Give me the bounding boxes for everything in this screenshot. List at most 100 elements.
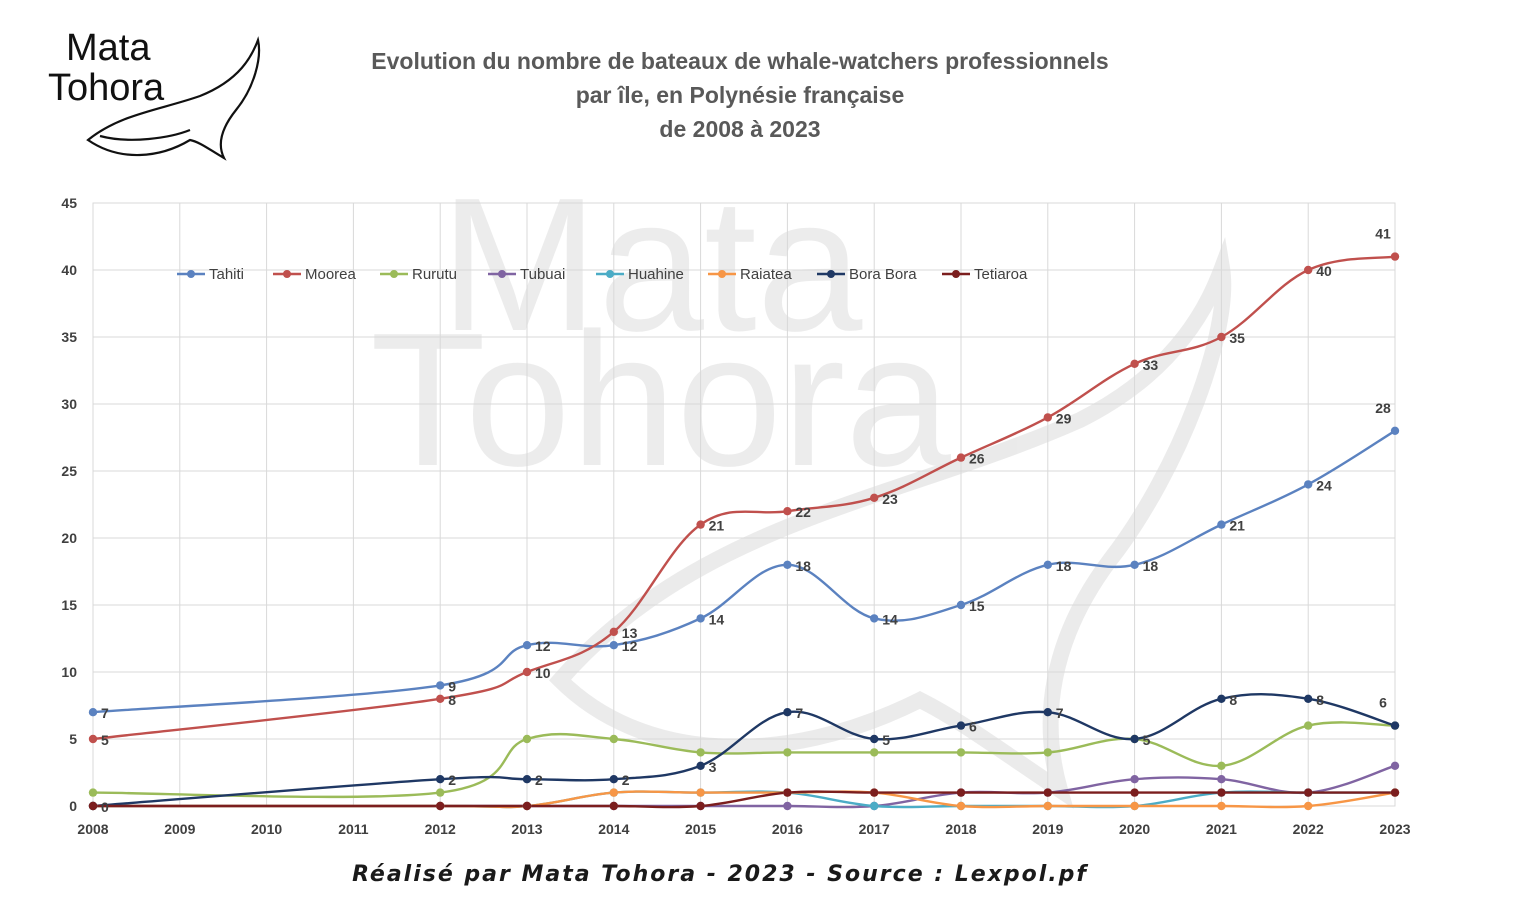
x-tick-label: 2022	[1293, 821, 1324, 837]
data-label-bora-bora: 3	[709, 759, 717, 775]
data-label-bora-bora: 6	[1379, 695, 1387, 711]
point-raiatea	[696, 788, 705, 797]
legend-marker-rurutu	[390, 270, 398, 278]
point-moorea	[956, 453, 966, 462]
logo-text-line2: Tohora	[48, 67, 165, 109]
point-tahiti	[1043, 560, 1053, 569]
point-bora-bora	[870, 734, 879, 744]
data-label-moorea: 13	[622, 625, 638, 641]
point-tubuai	[1130, 775, 1139, 784]
watermark-whale-tail-icon	[549, 236, 1232, 809]
watermark: Mata Tohora	[370, 159, 1232, 809]
data-label-moorea: 35	[1229, 330, 1245, 346]
point-tetiaroa	[956, 788, 966, 797]
legend-marker-bora-bora	[827, 270, 835, 278]
data-label-tahiti: 15	[969, 598, 985, 614]
x-tick-label: 2013	[511, 821, 542, 837]
point-rurutu	[609, 734, 618, 744]
point-moorea	[609, 627, 618, 636]
point-bora-bora	[956, 721, 966, 730]
point-rurutu	[1217, 761, 1226, 770]
title-line-1: Evolution du nombre de bateaux de whale-…	[371, 48, 1109, 74]
point-tetiaroa	[1130, 788, 1139, 797]
point-tetiaroa	[783, 788, 792, 797]
y-tick-label: 25	[61, 463, 77, 479]
point-raiatea	[1130, 801, 1139, 811]
y-tick-label: 20	[61, 530, 77, 546]
series-line-moorea	[92, 255, 1396, 741]
x-tick-label: 2012	[425, 821, 456, 837]
point-tahiti	[783, 560, 792, 569]
point-tahiti	[1217, 520, 1226, 529]
legend-label-rurutu: Rurutu	[412, 266, 457, 283]
data-label-bora-bora: 5	[1143, 732, 1151, 748]
data-label-bora-bora: 7	[795, 705, 803, 721]
x-tick-label: 2014	[598, 821, 629, 837]
point-moorea	[88, 734, 98, 744]
data-label-bora-bora: 2	[622, 772, 630, 788]
point-moorea	[522, 667, 532, 677]
data-label-moorea: 33	[1143, 357, 1159, 373]
point-moorea	[870, 493, 879, 502]
logo-text-line1: Mata	[66, 27, 151, 69]
data-label-bora-bora: 8	[1316, 692, 1324, 708]
legend-marker-tubuai	[498, 270, 506, 278]
legend-label-tubuai: Tubuai	[520, 266, 565, 283]
y-tick-label: 15	[61, 597, 77, 613]
data-label-moorea: 41	[1375, 226, 1391, 242]
legend: Tahiti Moorea Rurutu Tubuai Huahine Raiatea Bo…	[177, 266, 1028, 283]
legend-label-bora-bora: Bora Bora	[849, 266, 917, 283]
data-label-moorea: 21	[709, 518, 725, 534]
point-raiatea	[1217, 801, 1226, 811]
x-tick-label: 2011	[338, 821, 369, 837]
point-tahiti	[436, 681, 445, 690]
point-bora-bora	[522, 775, 532, 784]
point-rurutu	[870, 748, 879, 757]
y-tick-label: 5	[69, 731, 77, 747]
data-label-bora-bora: 2	[535, 772, 543, 788]
data-label-tahiti: 18	[795, 558, 811, 574]
point-tetiaroa	[88, 801, 98, 811]
point-tahiti	[609, 641, 618, 650]
data-label-tahiti: 14	[882, 611, 898, 627]
point-moorea	[1217, 332, 1226, 342]
point-tahiti	[1390, 426, 1400, 435]
point-raiatea	[1304, 801, 1313, 811]
point-bora-bora	[1217, 694, 1226, 703]
legend-label-huahine: Huahine	[628, 266, 684, 283]
point-tetiaroa	[1390, 788, 1400, 797]
legend-label-raiatea: Raiatea	[740, 266, 792, 283]
x-tick-label: 2019	[1032, 821, 1063, 837]
point-rurutu	[88, 788, 98, 797]
data-label-tahiti: 18	[1056, 558, 1072, 574]
legend-marker-tetiaroa	[952, 270, 960, 278]
point-moorea	[783, 507, 792, 516]
point-tahiti	[956, 600, 966, 610]
x-tick-label: 2023	[1379, 821, 1410, 837]
point-bora-bora	[609, 775, 618, 784]
mata-tohora-logo: Mata Tohora	[48, 27, 261, 161]
data-label-bora-bora: 5	[882, 732, 890, 748]
point-bora-bora	[696, 761, 705, 770]
legend-marker-huahine	[606, 270, 614, 278]
point-tahiti	[1304, 480, 1313, 489]
point-rurutu	[956, 748, 966, 757]
series-line-bora-bora	[92, 693, 1396, 808]
point-raiatea	[609, 788, 618, 797]
legend-marker-tahiti	[187, 270, 195, 278]
x-tick-label: 2016	[772, 821, 803, 837]
point-tahiti	[870, 614, 879, 623]
data-label-tahiti: 12	[535, 638, 551, 654]
point-rurutu	[783, 748, 792, 757]
series-points	[88, 252, 1400, 811]
credit-line: Réalisé par Mata Tohora - 2023 - Source …	[352, 862, 1088, 887]
data-label-bora-bora: 2	[448, 772, 456, 788]
chart-title: Evolution du nombre de bateaux de whale-…	[300, 44, 1180, 146]
point-tetiaroa	[696, 801, 705, 811]
point-tetiaroa	[609, 801, 618, 811]
point-tubuai	[783, 801, 792, 811]
y-tick-label: 0	[69, 798, 77, 814]
point-moorea	[696, 520, 705, 529]
